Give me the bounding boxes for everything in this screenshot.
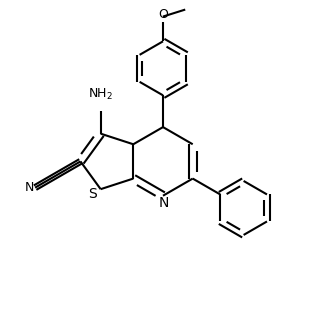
Text: S: S bbox=[88, 187, 97, 201]
Text: NH$_2$: NH$_2$ bbox=[88, 87, 113, 102]
Text: N: N bbox=[159, 196, 169, 210]
Text: N: N bbox=[25, 181, 34, 194]
Text: O: O bbox=[158, 8, 168, 21]
